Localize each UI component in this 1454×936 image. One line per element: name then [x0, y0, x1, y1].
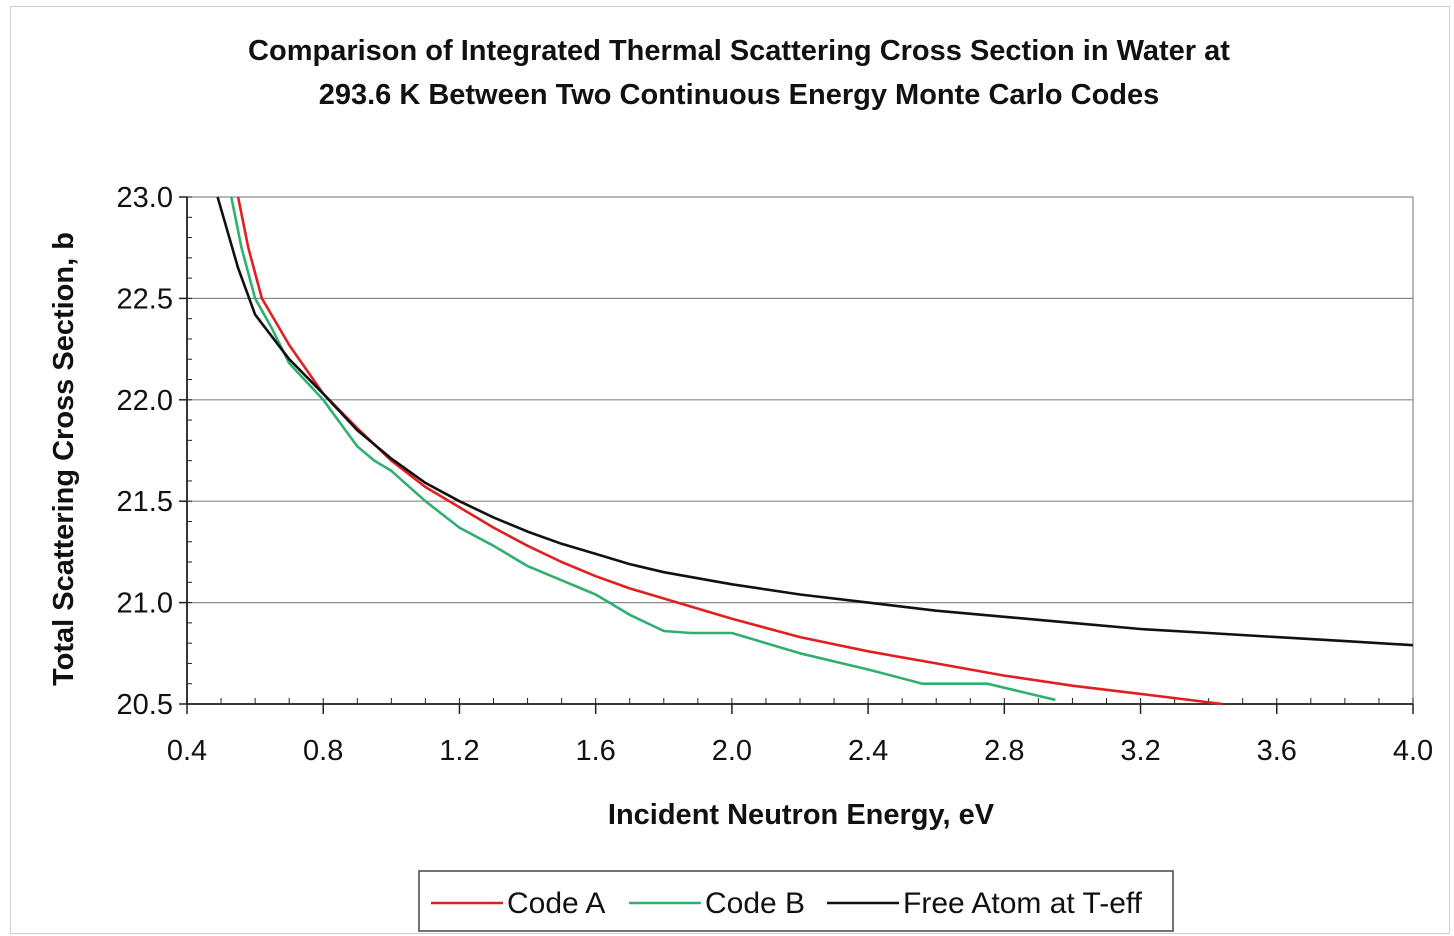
y-tick-labels: 20.5 21.0 21.5 22.0 22.5 23.0 [117, 182, 173, 721]
x-tick-label-8: 3.6 [1257, 735, 1297, 767]
y-tick-label-2: 21.5 [117, 486, 173, 518]
chart-title-line-1: Comparison of Integrated Thermal Scatter… [248, 35, 1230, 67]
legend-label-code-b: Code B [705, 887, 805, 920]
series-line-code-a [238, 197, 1222, 704]
x-tick-labels: 0.4 0.8 1.2 1.6 2.0 2.4 2.8 3.2 3.6 4.0 [167, 735, 1433, 767]
x-tick-label-5: 2.4 [848, 735, 888, 767]
chart-title-line-2: 293.6 K Between Two Continuous Energy Mo… [319, 79, 1160, 111]
x-tick-label-7: 3.2 [1120, 735, 1160, 767]
y-tick-label-5: 23.0 [117, 182, 173, 214]
y-axis-label: Total Scattering Cross Section, b [48, 232, 80, 686]
x-tick-label-6: 2.8 [984, 735, 1024, 767]
x-tick-label-0: 0.4 [167, 735, 207, 767]
chart: Comparison of Integrated Thermal Scatter… [11, 7, 1451, 935]
x-tick-label-4: 2.0 [712, 735, 752, 767]
series-line-code-b [231, 197, 1055, 700]
x-tick-label-3: 1.6 [576, 735, 616, 767]
legend-label-free-atom: Free Atom at T-eff [903, 887, 1143, 920]
x-tick-label-9: 4.0 [1393, 735, 1433, 767]
y-tick-label-4: 22.5 [117, 283, 173, 315]
chart-title: Comparison of Integrated Thermal Scatter… [248, 35, 1230, 111]
legend: Code A Code B Free Atom at T-eff [419, 871, 1173, 931]
y-tick-label-1: 21.0 [117, 588, 173, 620]
plot-lines [218, 197, 1413, 704]
series-line-free-atom-at-t-eff [218, 197, 1413, 645]
gridlines [187, 298, 1413, 602]
y-tick-label-3: 22.0 [117, 385, 173, 417]
chart-frame: Comparison of Integrated Thermal Scatter… [10, 6, 1450, 934]
legend-label-code-a: Code A [507, 887, 605, 920]
x-tick-label-2: 1.2 [439, 735, 479, 767]
x-axis-label: Incident Neutron Energy, eV [608, 799, 995, 831]
y-tick-label-0: 20.5 [117, 689, 173, 721]
plot-area-border [187, 197, 1413, 704]
x-tick-label-1: 0.8 [303, 735, 343, 767]
